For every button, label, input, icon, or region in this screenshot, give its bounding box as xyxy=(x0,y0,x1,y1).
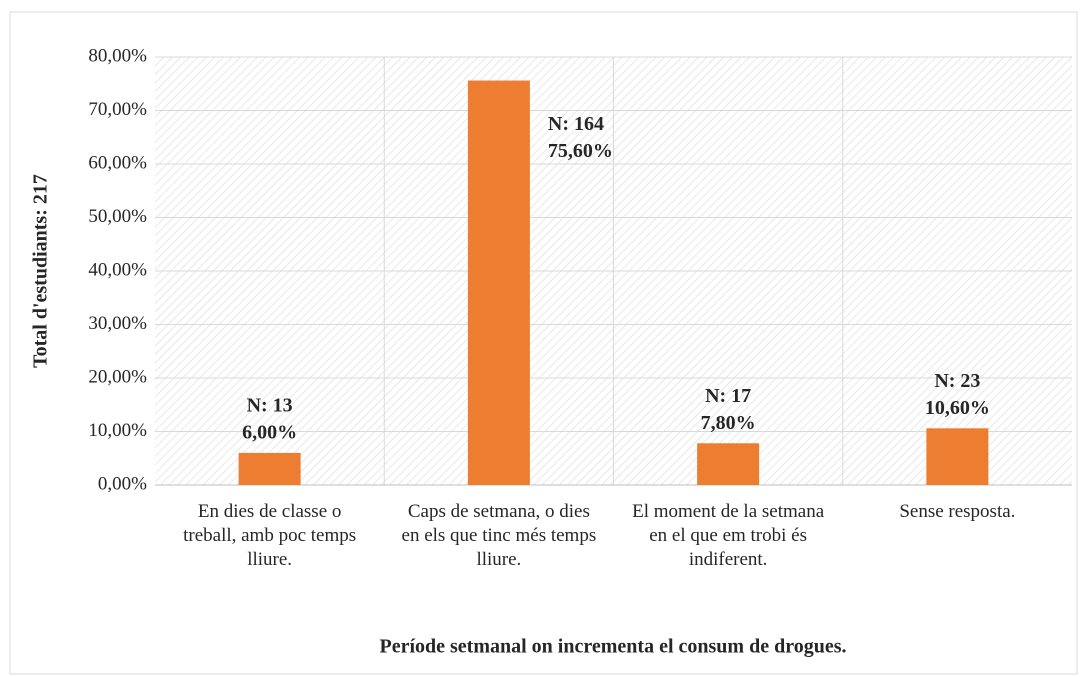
y-tick-label: 20,00% xyxy=(88,366,147,387)
x-axis-title: Període setmanal on incrementa el consum… xyxy=(379,636,846,658)
y-tick-label: 30,00% xyxy=(88,313,147,334)
value-label: 75,60% xyxy=(548,140,613,162)
value-label: 10,60% xyxy=(925,397,990,419)
y-tick-label: 0,00% xyxy=(98,473,147,494)
y-tick-label: 80,00% xyxy=(88,45,147,66)
count-label: N: 23 xyxy=(934,370,980,392)
count-label: N: 17 xyxy=(705,385,751,407)
y-tick-label: 10,00% xyxy=(88,420,147,441)
y-tick-label: 60,00% xyxy=(88,152,147,173)
y-tick-label: 40,00% xyxy=(88,259,147,280)
x-tick-label: En dies de classe o treball, amb poc tem… xyxy=(183,501,357,570)
count-label: N: 13 xyxy=(247,394,293,416)
x-tick-label: Caps de setmana, o dies en els que tinc … xyxy=(401,501,597,570)
x-tick-label: El moment de la setmana en el que em tro… xyxy=(632,501,825,570)
bar xyxy=(467,80,530,485)
y-tick-label: 50,00% xyxy=(88,206,147,227)
count-label: N: 164 xyxy=(548,113,604,135)
bar xyxy=(926,428,989,485)
y-axis-title: Total d'estudiants: 217 xyxy=(30,174,52,368)
bar xyxy=(697,443,760,485)
value-label: 7,80% xyxy=(701,412,756,434)
y-tick-label: 70,00% xyxy=(88,99,147,120)
x-tick-label: Sense resposta. xyxy=(899,501,1016,522)
bar xyxy=(238,452,301,485)
value-label: 6,00% xyxy=(242,421,297,443)
